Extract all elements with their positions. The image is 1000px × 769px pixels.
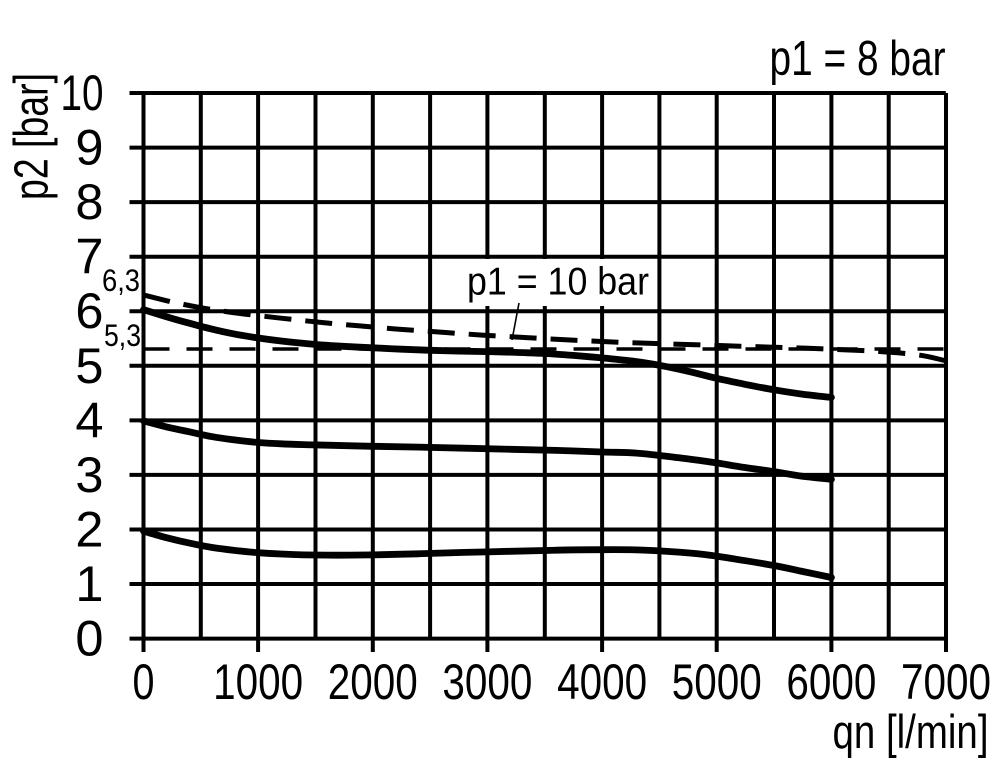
svg-text:10: 10 [61,64,104,121]
svg-text:p2 [bar]: p2 [bar] [6,73,59,200]
svg-text:5,3: 5,3 [104,317,141,353]
svg-text:p1 = 8 bar: p1 = 8 bar [770,31,946,86]
svg-text:1000: 1000 [213,653,303,710]
svg-text:4: 4 [75,391,103,448]
svg-text:6: 6 [75,282,103,339]
svg-text:4000: 4000 [557,653,647,710]
svg-text:7: 7 [75,228,103,285]
svg-text:5000: 5000 [672,653,762,710]
svg-text:6000: 6000 [786,653,876,710]
svg-text:7000: 7000 [901,653,991,710]
svg-text:0: 0 [133,653,155,710]
svg-text:1: 1 [75,555,103,612]
svg-text:2000: 2000 [328,653,418,710]
svg-text:0: 0 [75,610,103,667]
svg-text:2: 2 [75,501,103,558]
svg-text:qn [l/min]: qn [l/min] [833,706,989,759]
svg-text:3: 3 [75,446,103,503]
svg-text:5: 5 [75,337,103,394]
svg-text:3000: 3000 [442,653,532,710]
svg-text:8: 8 [75,173,103,230]
svg-text:p1 = 10 bar: p1 = 10 bar [467,261,649,304]
svg-text:6,3: 6,3 [102,262,140,298]
svg-text:9: 9 [75,119,103,176]
